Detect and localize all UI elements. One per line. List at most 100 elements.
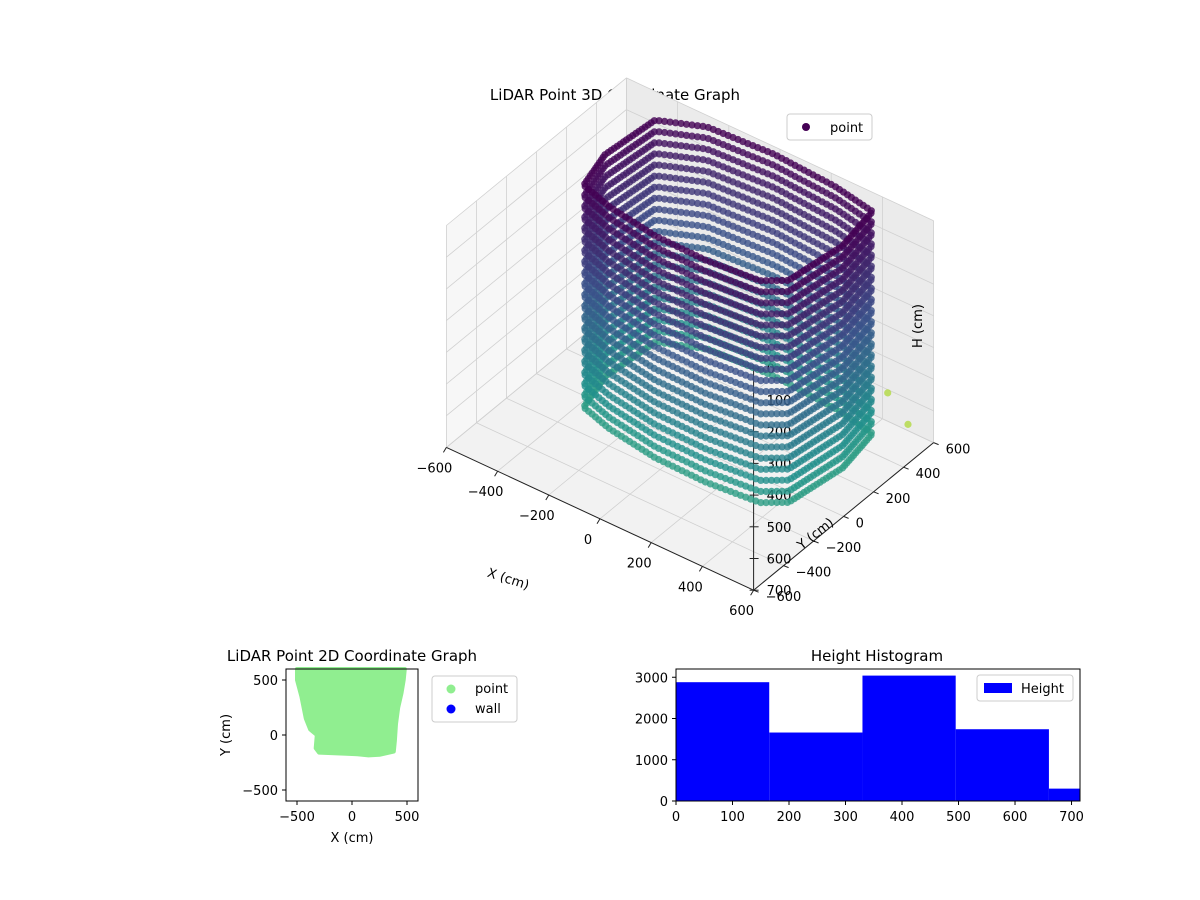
histogram-x-tick-label: 100 <box>720 810 745 825</box>
chart-2d: LiDAR Point 2D Coordinate Graph −500 0 500… <box>219 647 518 846</box>
chart-3d-z-axis-label: H (cm) <box>911 304 926 348</box>
chart-3d-point <box>783 476 792 484</box>
chart-3d-point <box>661 140 669 148</box>
chart-3d-point <box>783 332 792 340</box>
histogram-y-tick-label: 0 <box>660 795 668 810</box>
chart-3d-point <box>778 399 786 407</box>
chart-3d-point <box>677 119 685 128</box>
chart-3d-point <box>783 421 792 429</box>
chart-3d-x-tick <box>442 447 447 453</box>
chart-3d-point <box>682 231 691 239</box>
chart-3d-point <box>767 365 776 373</box>
chart-2d-y-tick-label: 500 <box>253 674 278 689</box>
chart-3d-outlier-point <box>904 420 912 428</box>
chart-3d-point <box>762 299 770 307</box>
chart-3d-point <box>778 454 786 462</box>
chart-3d-point <box>672 185 680 193</box>
chart-3d-point <box>693 199 702 207</box>
chart-3d-point <box>655 128 663 136</box>
histogram-bar <box>769 732 863 801</box>
chart-3d-point <box>666 196 674 204</box>
chart-3d-point <box>778 299 786 307</box>
chart-3d-point <box>757 332 765 340</box>
chart-3d-point <box>693 177 702 185</box>
chart-3d-point <box>767 476 776 484</box>
chart-3d-point <box>773 443 781 451</box>
chart-3d-y-tick-label: 0 <box>856 516 864 531</box>
chart-3d-point <box>666 129 674 137</box>
chart-3d-point <box>783 276 792 285</box>
chart-3d-legend: point <box>786 113 873 141</box>
chart-3d-point <box>757 432 765 440</box>
chart-3d-y-tick <box>813 540 819 544</box>
chart-3d-legend-label: point <box>830 121 863 136</box>
chart-3d-point <box>783 487 792 495</box>
chart-2d-title: LiDAR Point 2D Coordinate Graph <box>227 647 477 665</box>
chart-3d-point <box>666 207 674 215</box>
chart-3d-point <box>757 499 765 507</box>
chart-3d-point <box>682 209 691 217</box>
chart-3d-point <box>778 354 786 362</box>
chart-3d-point <box>762 499 770 507</box>
chart-3d-point <box>773 476 781 484</box>
chart-3d-point <box>767 332 776 340</box>
chart-3d-point <box>672 119 680 127</box>
chart-3d-y-tick-label: −200 <box>826 541 862 556</box>
chart-3d-point <box>693 188 702 196</box>
chart-3d-point <box>762 399 770 407</box>
chart-3d-point <box>757 465 765 473</box>
chart-3d-point <box>655 205 663 213</box>
chart-3d-point <box>767 376 776 385</box>
chart-3d-point <box>757 299 765 307</box>
chart-3d-x-tick <box>647 542 652 548</box>
chart-2d-x-tick-label: 500 <box>395 810 420 825</box>
chart-3d-point <box>655 172 663 180</box>
chart-3d-point <box>773 332 781 340</box>
chart-3d-point <box>682 187 691 195</box>
chart-3d-point <box>773 410 781 418</box>
chart-3d-point <box>783 299 792 307</box>
chart-2d-y-axis-label: Y (cm) <box>219 714 234 757</box>
chart-3d-point <box>661 162 669 170</box>
chart-3d-y-tick <box>903 466 909 470</box>
chart-3d-point <box>778 343 786 351</box>
chart-3d-point <box>778 487 786 495</box>
chart-3d-point <box>762 443 770 451</box>
chart-3d-x-tick-label: −600 <box>417 461 453 476</box>
chart-3d-point <box>661 206 669 214</box>
chart-3d-point <box>693 122 702 130</box>
chart-3d-point <box>783 376 792 384</box>
histogram-legend-patch <box>984 683 1012 693</box>
chart-3d-point <box>672 141 680 149</box>
chart-3d-point <box>773 365 781 373</box>
chart-3d-point <box>773 387 781 396</box>
chart-3d-point <box>693 133 702 141</box>
chart-3d-point <box>767 288 776 296</box>
chart-3d-point <box>757 399 765 407</box>
chart-3d-legend-marker <box>802 123 810 131</box>
chart-3d-point <box>773 376 781 384</box>
chart-3d-point <box>767 310 776 318</box>
chart-3d: LiDAR Point 3D Coordinate Graph −600−400… <box>417 77 970 619</box>
chart-3d-point <box>677 219 685 227</box>
chart-3d-point <box>773 299 781 307</box>
chart-3d-point <box>762 288 770 296</box>
histogram-x-tick-label: 200 <box>777 810 802 825</box>
histogram-y-tick-label: 2000 <box>635 713 668 728</box>
chart-3d-y-tick-label: −600 <box>766 590 802 605</box>
histogram-bar <box>862 675 956 801</box>
chart-3d-point <box>778 321 786 329</box>
chart-3d-point <box>762 354 770 362</box>
chart-3d-point <box>688 232 696 240</box>
chart-3d-point <box>783 443 792 451</box>
chart-3d-point <box>693 144 702 152</box>
chart-3d-point <box>762 432 770 440</box>
chart-3d-outlier-point <box>884 389 892 397</box>
chart-3d-point <box>778 387 786 396</box>
chart-3d-point <box>773 399 781 407</box>
chart-3d-point <box>757 443 765 451</box>
chart-3d-point <box>767 465 776 473</box>
histogram-x-tick-label: 600 <box>1003 810 1028 825</box>
chart-3d-point <box>661 217 669 225</box>
chart-3d-point <box>778 276 786 285</box>
